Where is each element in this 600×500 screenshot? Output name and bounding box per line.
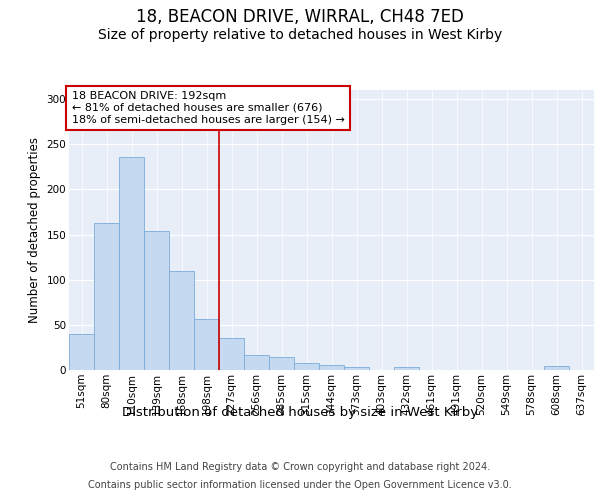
Bar (319, 364, 344, 370)
Bar (144, 231, 169, 370)
Text: Contains HM Land Registry data © Crown copyright and database right 2024.: Contains HM Land Registry data © Crown c… (110, 462, 490, 472)
Bar (269, 358, 294, 370)
Bar (344, 368, 369, 370)
Text: 18 BEACON DRIVE: 192sqm
← 81% of detached houses are smaller (676)
18% of semi-d: 18 BEACON DRIVE: 192sqm ← 81% of detache… (71, 92, 344, 124)
Bar (119, 157, 144, 370)
Bar (544, 366, 569, 370)
Bar (94, 223, 119, 370)
Bar (244, 354, 269, 370)
Y-axis label: Number of detached properties: Number of detached properties (28, 137, 41, 323)
Bar (69, 334, 94, 370)
Bar (194, 320, 219, 370)
Text: 18, BEACON DRIVE, WIRRAL, CH48 7ED: 18, BEACON DRIVE, WIRRAL, CH48 7ED (136, 8, 464, 26)
Text: Contains public sector information licensed under the Open Government Licence v3: Contains public sector information licen… (88, 480, 512, 490)
Bar (169, 270, 194, 370)
Text: Size of property relative to detached houses in West Kirby: Size of property relative to detached ho… (98, 28, 502, 42)
Bar (394, 368, 419, 370)
Bar (294, 363, 319, 370)
Text: Distribution of detached houses by size in West Kirby: Distribution of detached houses by size … (122, 406, 478, 419)
Bar (219, 338, 244, 370)
